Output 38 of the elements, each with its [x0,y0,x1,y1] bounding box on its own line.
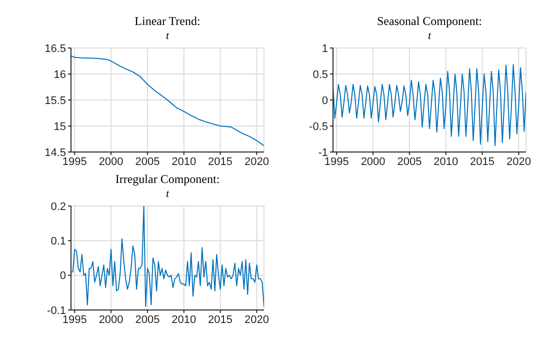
x-tick-label: 2010 [172,314,196,326]
y-tick-label: 15.5 [44,94,66,107]
y-tick-label: 15 [54,120,66,133]
line-series [71,55,264,146]
y-tick-label: 16 [54,68,66,81]
y-tick-label: 0.1 [50,236,66,248]
x-tick-label: 1995 [62,156,87,168]
x-tick-label: 2020 [506,156,531,168]
x-tick-label: 2000 [98,314,124,326]
x-tick-label: 2015 [208,156,233,168]
x-tick-label: 2015 [208,314,233,326]
chart-subtitle: t [164,30,170,44]
line-series [71,206,264,308]
x-tick-label: 1995 [62,314,87,326]
x-tick-label: 2005 [135,314,160,326]
x-tick-label: 1995 [324,156,349,168]
y-tick-label: 1 [322,42,328,55]
x-tick-label: 2020 [244,314,269,326]
chart-subtitle: t [164,188,170,202]
x-tick-label: 2000 [360,156,386,168]
x-tick-label: 2020 [244,156,269,168]
x-tick-label: 2010 [172,156,196,168]
y-tick-label: -0.5 [309,120,328,133]
x-tick-label: 2005 [397,156,422,168]
x-tick-label: 2005 [135,156,160,168]
y-tick-label: 0.2 [50,200,66,213]
chart-subtitle: t [426,30,432,44]
y-tick-label: 0 [322,94,328,107]
chart-title: Linear Trend: [134,14,202,30]
x-tick-label: 2015 [470,156,495,168]
x-tick-label: 2010 [434,156,458,168]
y-tick-label: 16.5 [44,42,66,55]
line-series [333,64,526,146]
y-tick-label: 0 [60,270,66,282]
chart-title: Seasonal Component: [376,14,483,30]
x-tick-label: 2000 [98,156,124,168]
chart-title: Irregular Component: [114,172,221,188]
y-tick-label: 0.5 [312,68,328,81]
